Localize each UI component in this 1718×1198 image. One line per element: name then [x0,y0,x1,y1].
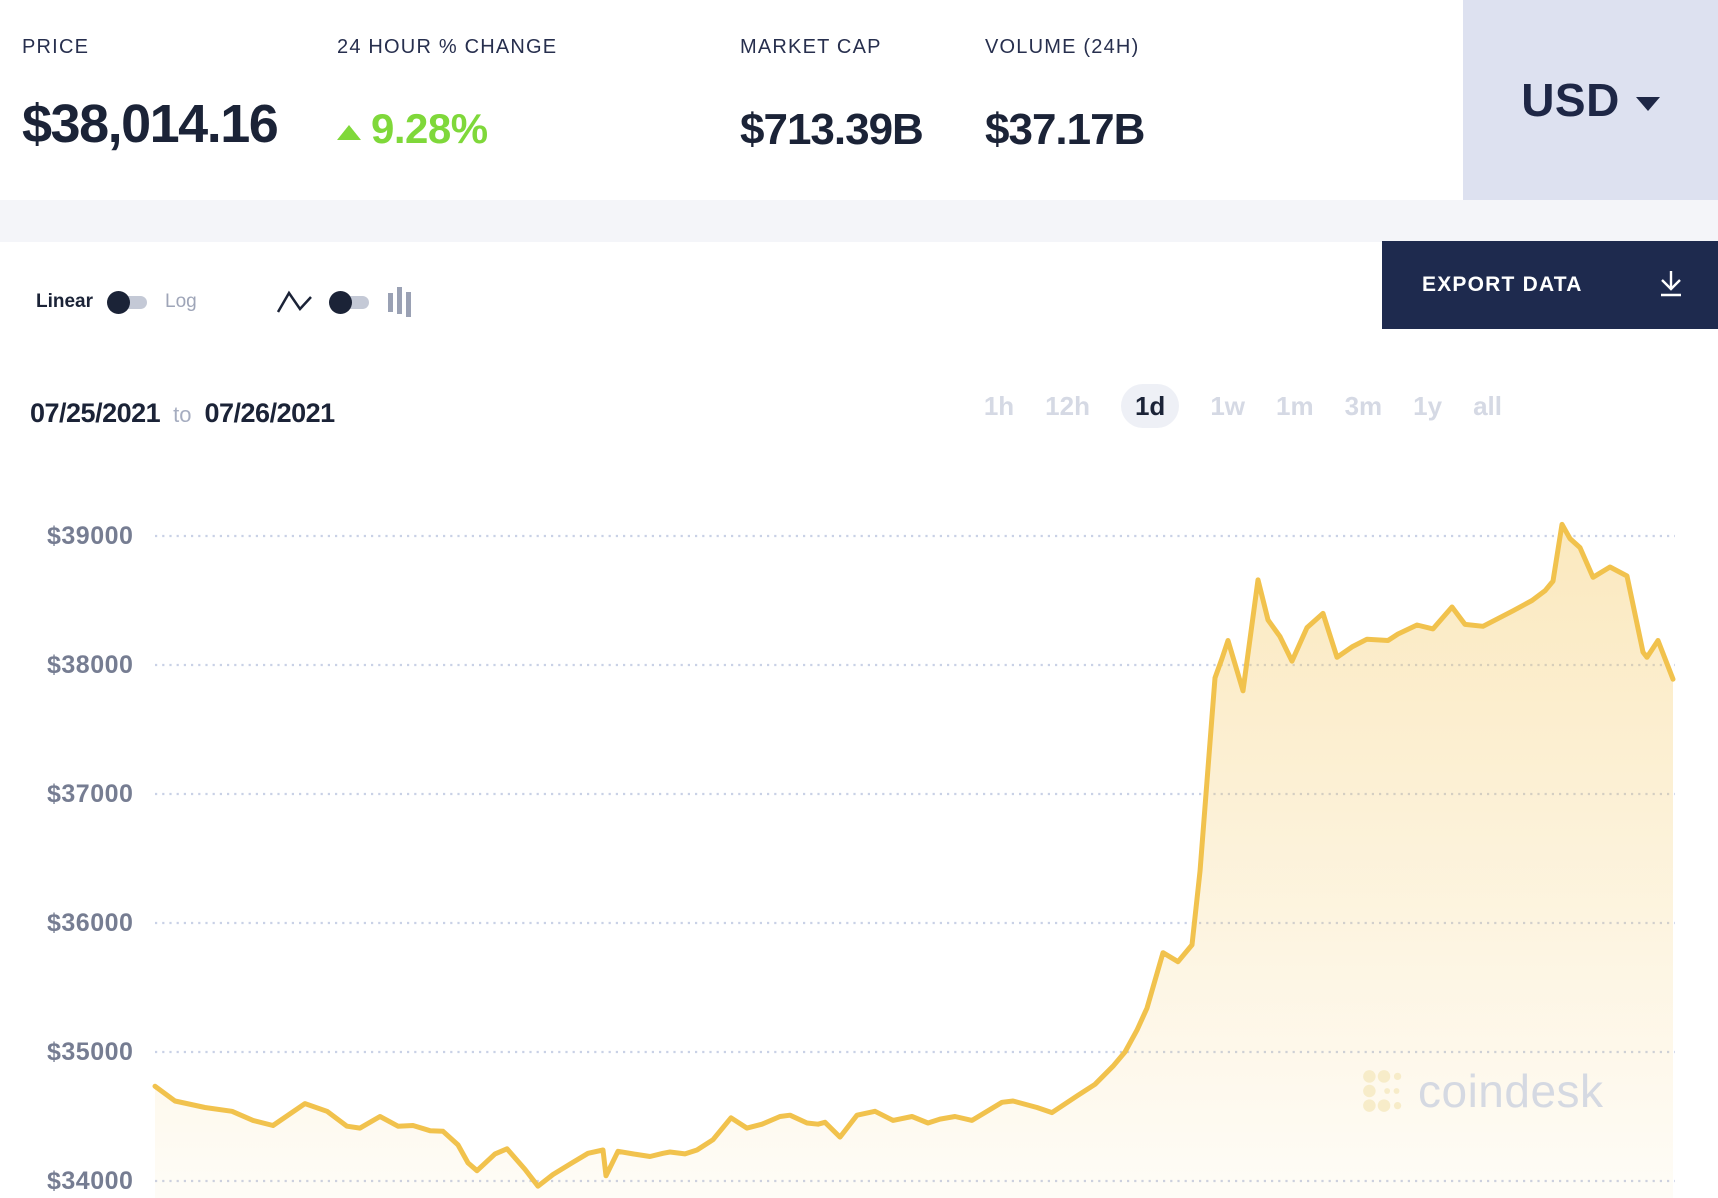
range-1w[interactable]: 1w [1210,391,1245,421]
export-data-label: EXPORT DATA [1422,273,1583,296]
change-label: 24 HOUR % CHANGE [337,36,558,58]
price-label: PRICE [22,36,90,58]
range-1y[interactable]: 1y [1413,391,1443,421]
currency-selector[interactable]: USD [1463,0,1718,200]
volume-value: $37.17B [985,105,1145,154]
coindesk-logo-icon [1363,1070,1402,1112]
change-value: 9.28% [371,105,488,152]
range-1m[interactable]: 1m [1276,391,1314,421]
chart-type-toggle[interactable] [328,290,369,314]
scale-toggle[interactable] [107,290,148,314]
time-range-selector: 1h 12h 1d 1w 1m 3m 1y all [984,384,1502,428]
price-value: $38,014.16 [22,94,279,154]
price-line [152,521,1676,1189]
log-label[interactable]: Log [165,291,197,312]
caret-down-icon [1635,97,1660,111]
date-range[interactable]: 07/25/2021 to 07/26/2021 [30,398,335,429]
date-to-word: to [173,402,192,427]
y-axis-label: $35000 [47,1038,134,1066]
y-axis-label: $39000 [47,522,134,550]
range-1h[interactable]: 1h [983,391,1015,421]
coindesk-watermark: coindesk [1360,1064,1604,1118]
date-to[interactable]: 07/26/2021 [204,398,336,428]
toggle-knob [328,290,352,314]
linear-label[interactable]: Linear [36,291,94,312]
chart-controls: Linear Log [36,285,413,319]
range-all[interactable]: all [1473,391,1502,421]
y-axis-label: $34000 [47,1167,134,1195]
y-axis-label: $38000 [47,651,134,679]
up-arrow-icon [337,124,361,140]
range-1d[interactable]: 1d [1120,384,1180,428]
market-cap-value: $713.39B [740,105,924,154]
y-axis-label: $37000 [47,780,134,808]
currency-value: USD [1521,74,1620,126]
export-data-button[interactable]: EXPORT DATA [1382,241,1718,329]
date-from[interactable]: 07/25/2021 [30,398,161,428]
download-icon [1661,271,1681,297]
bar-chart-icon[interactable] [387,285,413,319]
range-12h[interactable]: 12h [1045,391,1090,421]
market-cap-label: MARKET CAP [740,36,882,58]
line-chart-icon[interactable] [275,288,315,316]
divider-strip [0,200,1718,242]
toggle-knob [107,290,131,314]
y-axis-label: $36000 [47,909,134,937]
volume-label: VOLUME (24H) [985,36,1140,58]
price-area [155,524,1673,1198]
range-3m[interactable]: 3m [1344,391,1383,421]
coindesk-watermark-text: coindesk [1418,1065,1604,1117]
